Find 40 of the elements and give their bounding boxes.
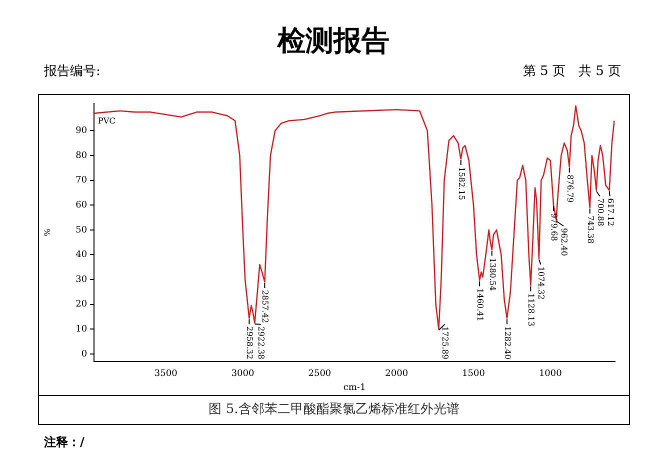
annotation: 1282.40 xyxy=(502,326,512,360)
annotation: 1074.32 xyxy=(536,266,546,300)
x-tick-label: 2000 xyxy=(385,369,408,380)
y-tick-label: 20 xyxy=(76,300,88,310)
y-tick-label: 50 xyxy=(76,225,88,236)
annotation: PVC xyxy=(98,116,116,126)
y-tick-label: 40 xyxy=(76,250,88,260)
annotation: 617.12 xyxy=(606,198,615,226)
y-tick-label: 30 xyxy=(76,274,88,285)
annotation: 1460.41 xyxy=(476,288,485,322)
annotation: 876.79 xyxy=(565,174,574,203)
caption: 图 5.含邻苯二甲酸酯聚氯乙烯标准红外光谱 xyxy=(38,396,630,425)
y-tick-label: 80 xyxy=(76,150,88,161)
annotation: 700.88 xyxy=(596,198,605,226)
text: 第 5 页 共 5 页 xyxy=(522,63,621,80)
annotation: 1582.15 xyxy=(456,166,466,200)
x-tick-label: 1500 xyxy=(462,369,486,380)
x-tick-label: 3500 xyxy=(154,369,178,380)
y-tick-label: 10 xyxy=(76,324,88,334)
annotation: 743.38 xyxy=(586,216,595,244)
x-axis-title: cm-1 xyxy=(343,382,366,393)
annotation: 2958.32 xyxy=(245,326,254,360)
annotation: 1725.89 xyxy=(440,326,450,360)
annotation: 979.68 xyxy=(549,213,558,242)
x-tick-label: 3000 xyxy=(231,369,255,380)
y-tick-label: 90 xyxy=(76,126,88,136)
x-tick-label: 2500 xyxy=(308,369,332,380)
text: 报告编号: xyxy=(44,63,100,80)
y-tick-label: 0 xyxy=(81,349,88,360)
y-axis-title: % xyxy=(42,228,52,236)
text: 注释：/ xyxy=(44,434,84,451)
annotation: 1128.13 xyxy=(526,293,536,326)
y-tick-label: 70 xyxy=(76,176,88,186)
annotation: 2922.38 xyxy=(256,326,266,360)
annotation: 962.40 xyxy=(559,228,568,256)
y-tick-label: 60 xyxy=(76,200,88,210)
x-tick-label: 1000 xyxy=(538,369,562,380)
annotation: 1380.54 xyxy=(488,258,497,291)
chart-title: 检测报告 xyxy=(276,23,390,59)
annotation: 2857.42 xyxy=(260,290,270,324)
